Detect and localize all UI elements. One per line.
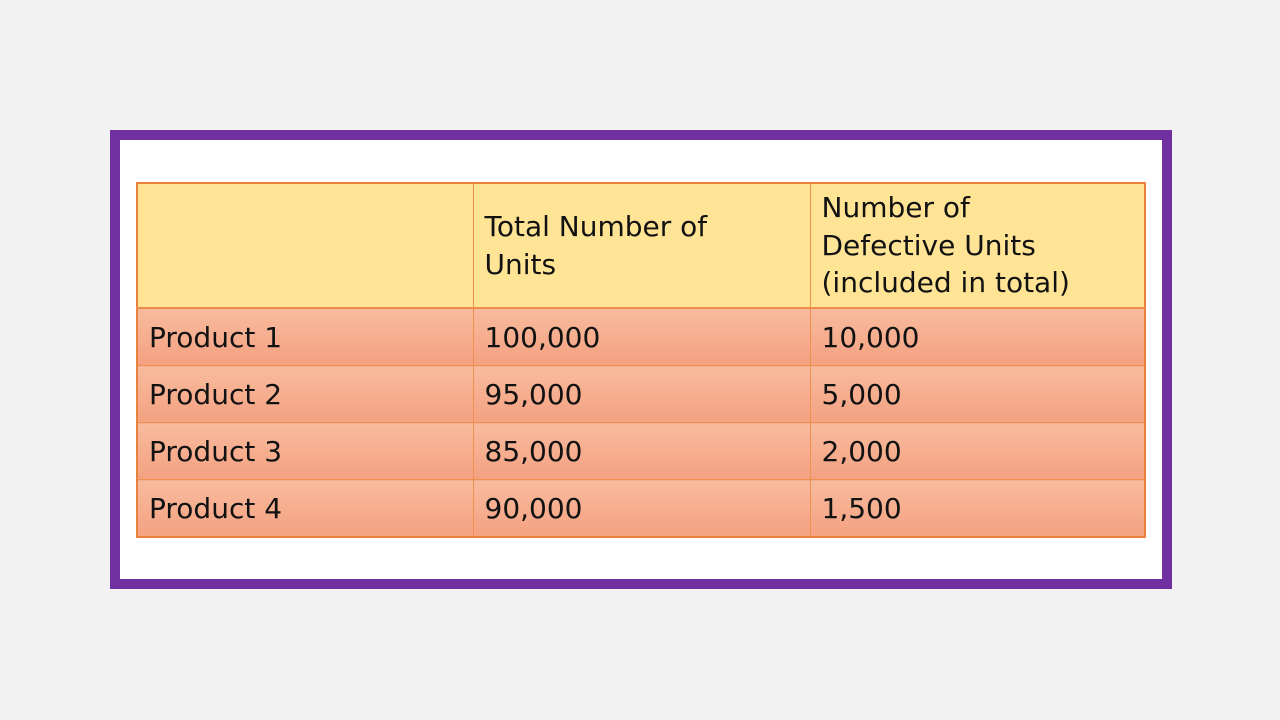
table-row-product-3: Product 3 85,000 2,000 [136,422,1146,480]
table-row-product-4: Product 4 90,000 1,500 [136,479,1146,538]
defective-units-value: 10,000 [809,307,1146,366]
total-units-value: 100,000 [472,307,811,366]
row-label: Product 2 [136,365,474,423]
table-row-product-2: Product 2 95,000 5,000 [136,365,1146,423]
defective-units-value: 5,000 [809,365,1146,423]
row-label: Product 3 [136,422,474,480]
defective-units-value: 2,000 [809,422,1146,480]
product-defects-table: Total Number of Units Number of Defectiv… [136,182,1146,538]
header-cell-defective-units: Number of Defective Units (included in t… [809,182,1146,309]
header-cell-total-units: Total Number of Units [472,182,811,309]
total-units-value: 85,000 [472,422,811,480]
total-units-value: 90,000 [472,479,811,538]
row-label: Product 1 [136,307,474,366]
total-units-value: 95,000 [472,365,811,423]
header-cell-blank [136,182,474,309]
table-header-row: Total Number of Units Number of Defectiv… [136,182,1146,309]
row-label: Product 4 [136,479,474,538]
defective-units-value: 1,500 [809,479,1146,538]
table-row-product-1: Product 1 100,000 10,000 [136,307,1146,366]
